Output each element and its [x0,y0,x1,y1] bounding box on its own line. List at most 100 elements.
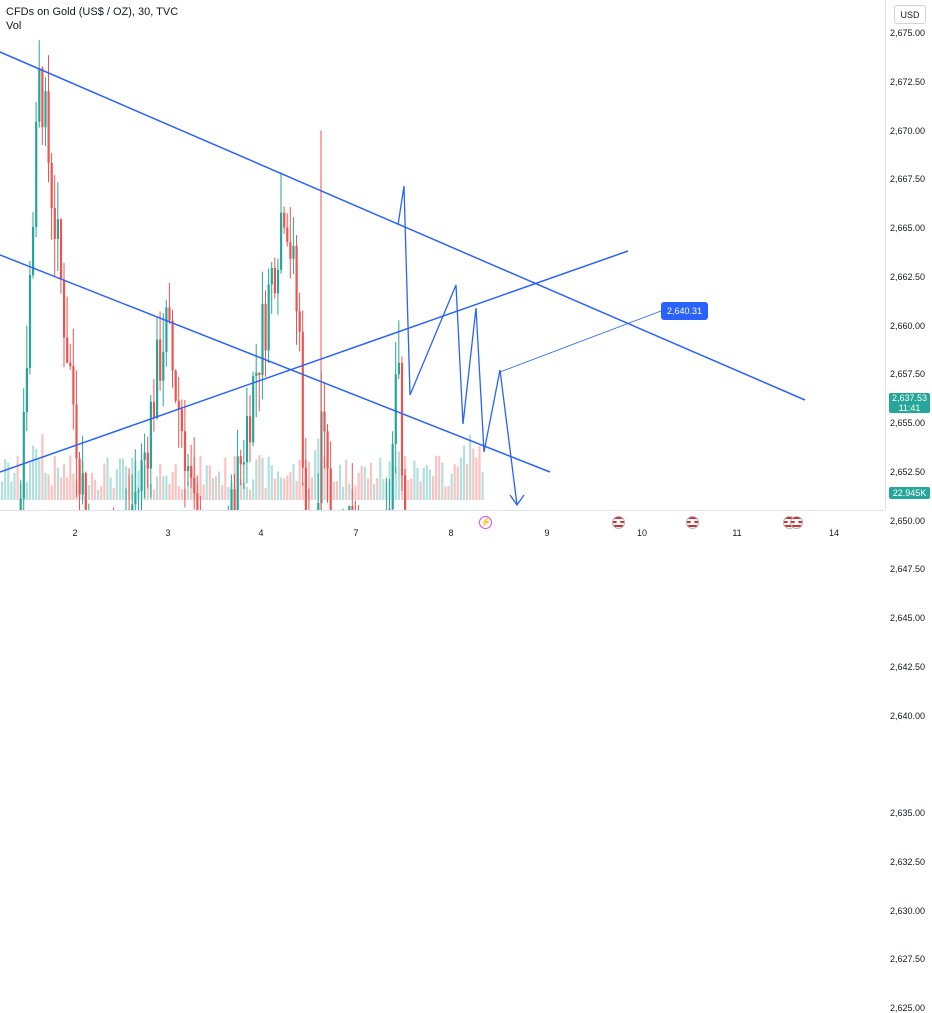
volume-bar [361,466,363,500]
volume-bar [302,482,304,500]
volume-indicator-label[interactable]: Vol [6,20,21,32]
volume-bar [57,468,59,500]
volume-bar [193,457,195,500]
us-flag-icon[interactable] [686,516,699,529]
candle-body [181,409,183,431]
candle-body [172,320,174,370]
candle-body [299,311,301,332]
volume-bar [150,484,152,500]
volume-bar [175,464,177,500]
volume-bar [144,465,146,500]
price-chart[interactable] [0,0,885,510]
price-tick-label: 2,665.00 [890,223,925,233]
volume-bar [240,479,242,500]
time-tick-label: 14 [829,528,839,538]
candle-body [57,219,59,239]
volume-bar [131,458,133,500]
volume-bar [283,478,285,500]
volume-bar [345,460,347,500]
candle-body [54,208,56,239]
volume-bar [91,473,93,500]
price-tick-label: 2,625.00 [890,1003,925,1013]
symbol-title[interactable]: CFDs on Gold (US$ / OZ), 30, TVC [6,6,178,18]
volume-bar [460,458,462,500]
volume-bar [165,475,167,500]
candle-body [144,453,146,461]
price-tick-label: 2,662.50 [890,272,925,282]
candle-body [20,499,22,510]
volume-bar [243,482,245,500]
volume-bar [17,456,19,500]
price-callout-label[interactable]: 2,640.31 [661,302,708,320]
candle-body [258,372,260,375]
volume-bar [113,488,115,500]
volume-bar [224,458,226,500]
trendline-rising [0,251,628,472]
candle-body [60,219,62,279]
time-tick-label: 4 [258,528,263,538]
volume-bar [385,483,387,500]
price-tick-label: 2,640.00 [890,711,925,721]
time-tick-label: 8 [448,528,453,538]
volume-bar [296,481,298,500]
price-tick-label: 2,652.50 [890,467,925,477]
volume-bar [168,484,170,500]
volume-bar [69,455,71,500]
volume-bar [206,465,208,500]
volume-bar [190,468,192,500]
volume-bar [106,457,108,500]
volume-bar [454,464,456,500]
volume-bar [261,458,263,500]
us-flag-icon[interactable] [790,516,803,529]
candle-body [280,213,282,270]
volume-bar [196,483,198,500]
price-tick-label: 2,655.00 [890,418,925,428]
volume-bar [60,477,62,500]
volume-bar [153,489,155,500]
volume-bar [351,489,353,500]
volume-bar [122,459,124,500]
candle-body [277,270,279,294]
price-tick-label: 2,657.50 [890,369,925,379]
price-tick-label: 2,660.00 [890,321,925,331]
volume-bar [389,461,391,500]
volume-bar [75,481,77,500]
candle-body [268,285,270,351]
volume-bar [54,456,56,500]
candle-body [395,374,397,444]
volume-bar [348,484,350,500]
candle-body [165,307,167,352]
volume-bar [255,459,257,500]
volume-bar [382,479,384,500]
time-tick-label: 3 [165,528,170,538]
candle-body [398,363,400,374]
candle-body [156,340,158,419]
candle-body [261,304,263,375]
volume-bar [172,472,174,500]
volume-bar [134,461,136,500]
volume-bar [271,465,273,500]
price-tick-label: 2,627.50 [890,954,925,964]
price-tick-label: 2,672.50 [890,77,925,87]
volume-bar [413,461,415,500]
price-tick-label: 2,645.00 [890,613,925,623]
currency-button[interactable]: USD [894,5,926,24]
volume-bar [364,467,366,500]
volume-bar [438,456,440,500]
volume-bar [159,464,161,500]
volume-bar [82,461,84,500]
trendline-upper [0,52,805,400]
candle-body [38,68,40,122]
candle-body [240,456,242,464]
us-flag-icon[interactable] [612,516,625,529]
volume-bar [469,435,471,500]
flash-event-icon[interactable]: ⚡ [479,516,492,529]
volume-bar [339,465,341,500]
volume-bar [314,450,316,500]
volume-bar [227,487,229,500]
candle-body [153,402,155,418]
chart-area[interactable]: CFDs on Gold (US$ / OZ), 30, TVC Vol 2,6… [0,0,885,510]
candle-body [265,304,267,351]
